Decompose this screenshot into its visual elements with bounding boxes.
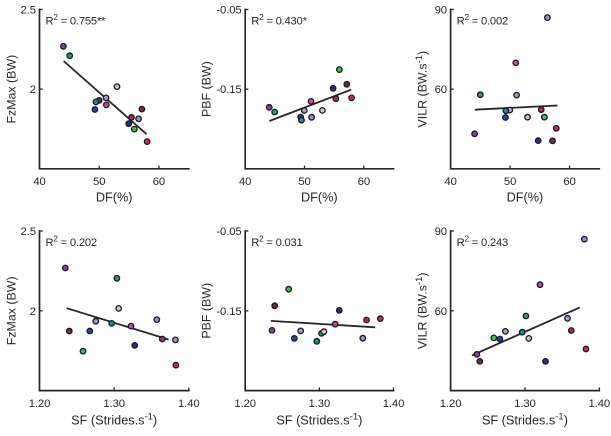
- svg-text:1.20: 1.20: [440, 398, 462, 410]
- svg-text:1.40: 1.40: [383, 398, 405, 410]
- svg-text:DF(%): DF(%): [507, 190, 544, 204]
- svg-text:2.5: 2.5: [20, 226, 35, 238]
- svg-text:FzMax (BW): FzMax (BW): [4, 276, 18, 345]
- svg-text:1.30: 1.30: [309, 398, 331, 410]
- svg-text:40: 40: [239, 176, 251, 188]
- svg-text:50: 50: [504, 176, 516, 188]
- svg-text:90: 90: [435, 5, 447, 17]
- svg-text:50: 50: [93, 176, 105, 188]
- svg-text:2: 2: [30, 84, 36, 96]
- svg-text:2: 2: [30, 306, 36, 318]
- svg-text:60: 60: [435, 306, 447, 318]
- svg-text:1.30: 1.30: [103, 398, 125, 410]
- svg-text:1.30: 1.30: [514, 398, 536, 410]
- svg-text:-0.05: -0.05: [216, 5, 241, 17]
- svg-text:2.5: 2.5: [20, 5, 35, 17]
- svg-text:R2 = 0.755**: R2 = 0.755**: [46, 13, 107, 28]
- svg-text:VILR (BW.s-1): VILR (BW.s-1): [414, 272, 430, 349]
- svg-text:1.40: 1.40: [589, 398, 611, 410]
- svg-text:90: 90: [435, 226, 447, 238]
- svg-text:40: 40: [444, 176, 456, 188]
- svg-text:60: 60: [358, 176, 370, 188]
- svg-text:1.40: 1.40: [178, 398, 200, 410]
- svg-text:60: 60: [563, 176, 575, 188]
- svg-text:1.20: 1.20: [29, 398, 51, 410]
- svg-text:60: 60: [435, 84, 447, 96]
- svg-text:-0.05: -0.05: [216, 226, 241, 238]
- svg-text:DF(%): DF(%): [96, 190, 133, 204]
- svg-text:FzMax (BW): FzMax (BW): [4, 55, 18, 124]
- svg-text:R2 = 0.202: R2 = 0.202: [46, 235, 97, 250]
- svg-text:1.20: 1.20: [234, 398, 256, 410]
- svg-text:SF (Strides.s-1): SF (Strides.s-1): [71, 412, 157, 428]
- svg-text:PBF (BW): PBF (BW): [200, 283, 214, 339]
- svg-text:SF (Strides.s-1): SF (Strides.s-1): [482, 412, 568, 428]
- svg-text:VILR (BW.s-1): VILR (BW.s-1): [414, 51, 430, 128]
- svg-text:50: 50: [298, 176, 310, 188]
- svg-text:-0.15: -0.15: [216, 306, 241, 318]
- svg-text:PBF (BW): PBF (BW): [200, 61, 214, 117]
- svg-text:60: 60: [153, 176, 165, 188]
- svg-text:R2 = 0.243: R2 = 0.243: [457, 235, 508, 250]
- svg-text:40: 40: [33, 176, 45, 188]
- svg-text:R2 = 0.002: R2 = 0.002: [457, 13, 508, 28]
- svg-text:DF(%): DF(%): [301, 190, 338, 204]
- svg-text:R2 = 0.430*: R2 = 0.430*: [251, 13, 307, 28]
- svg-text:R2 = 0.031: R2 = 0.031: [251, 235, 302, 250]
- svg-text:-0.15: -0.15: [216, 84, 241, 96]
- svg-text:SF (Strides.s-1): SF (Strides.s-1): [276, 412, 362, 428]
